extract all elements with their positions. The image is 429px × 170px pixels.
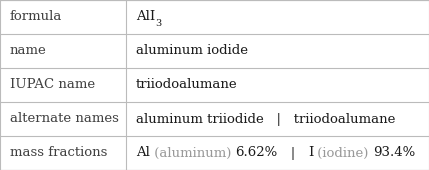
Text: IUPAC name: IUPAC name xyxy=(10,79,95,91)
Text: 6.62%: 6.62% xyxy=(236,147,278,159)
Text: I: I xyxy=(308,147,313,159)
Text: 93.4%: 93.4% xyxy=(373,147,415,159)
Text: (aluminum): (aluminum) xyxy=(150,147,236,159)
Text: triiodoalumane: triiodoalumane xyxy=(136,79,238,91)
Text: name: name xyxy=(10,45,47,57)
Text: 3: 3 xyxy=(155,19,161,28)
Text: |: | xyxy=(278,147,308,159)
Text: aluminum triiodide   |   triiodoalumane: aluminum triiodide | triiodoalumane xyxy=(136,113,396,125)
Text: alternate names: alternate names xyxy=(10,113,119,125)
Text: formula: formula xyxy=(10,11,62,23)
Text: mass fractions: mass fractions xyxy=(10,147,107,159)
Text: AlI: AlI xyxy=(136,11,155,23)
Text: aluminum iodide: aluminum iodide xyxy=(136,45,248,57)
Text: Al: Al xyxy=(136,147,150,159)
Text: (iodine): (iodine) xyxy=(313,147,373,159)
